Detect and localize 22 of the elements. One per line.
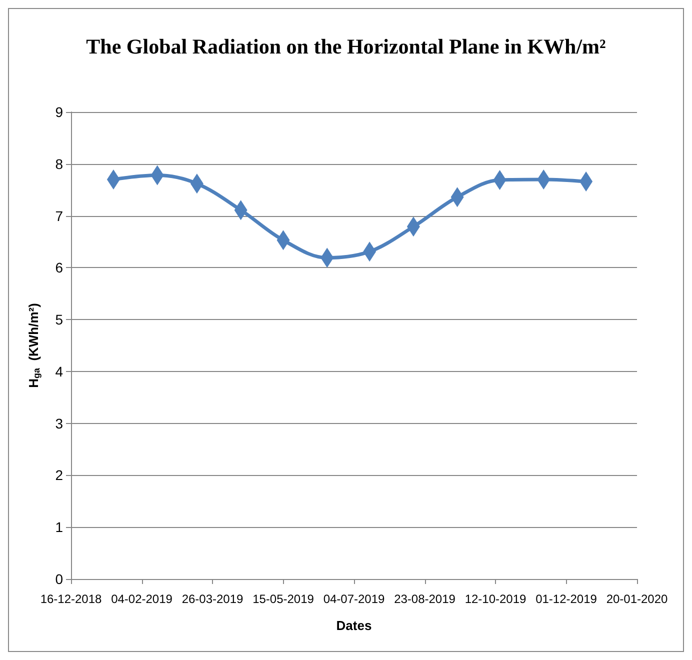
y-tick-label: 9 <box>55 104 64 120</box>
y-axis-title: Hga (KWh/m²) <box>26 303 42 388</box>
y-tick-label: 3 <box>55 415 64 432</box>
x-tick-label: 26-03-2019 <box>182 592 244 606</box>
x-tick-label: 15-05-2019 <box>252 592 314 606</box>
chart-title: The Global Radiation on the Horizontal Plane in KWh/m² <box>86 34 606 58</box>
x-tick-label: 16-12-2018 <box>40 592 102 606</box>
y-tick-label: 2 <box>55 467 64 484</box>
y-tick-label: 0 <box>55 571 64 587</box>
x-tick-label: 23-08-2019 <box>394 592 456 606</box>
x-tick-label: 04-07-2019 <box>323 592 386 606</box>
x-axis-title: Dates <box>336 618 372 633</box>
y-tick-label: 5 <box>55 312 64 328</box>
x-tick-label: 12-10-2019 <box>464 592 527 606</box>
y-tick-label: 1 <box>55 519 64 536</box>
x-tick-label: 20-01-2020 <box>606 592 668 606</box>
y-tick-label: 7 <box>55 208 64 224</box>
y-tick-label: 8 <box>55 156 64 172</box>
y-tick-label: 4 <box>55 363 64 380</box>
y-tick-label: 6 <box>55 260 64 276</box>
x-tick-label: 01-12-2019 <box>536 592 598 606</box>
x-tick-label: 04-02-2019 <box>111 592 173 606</box>
